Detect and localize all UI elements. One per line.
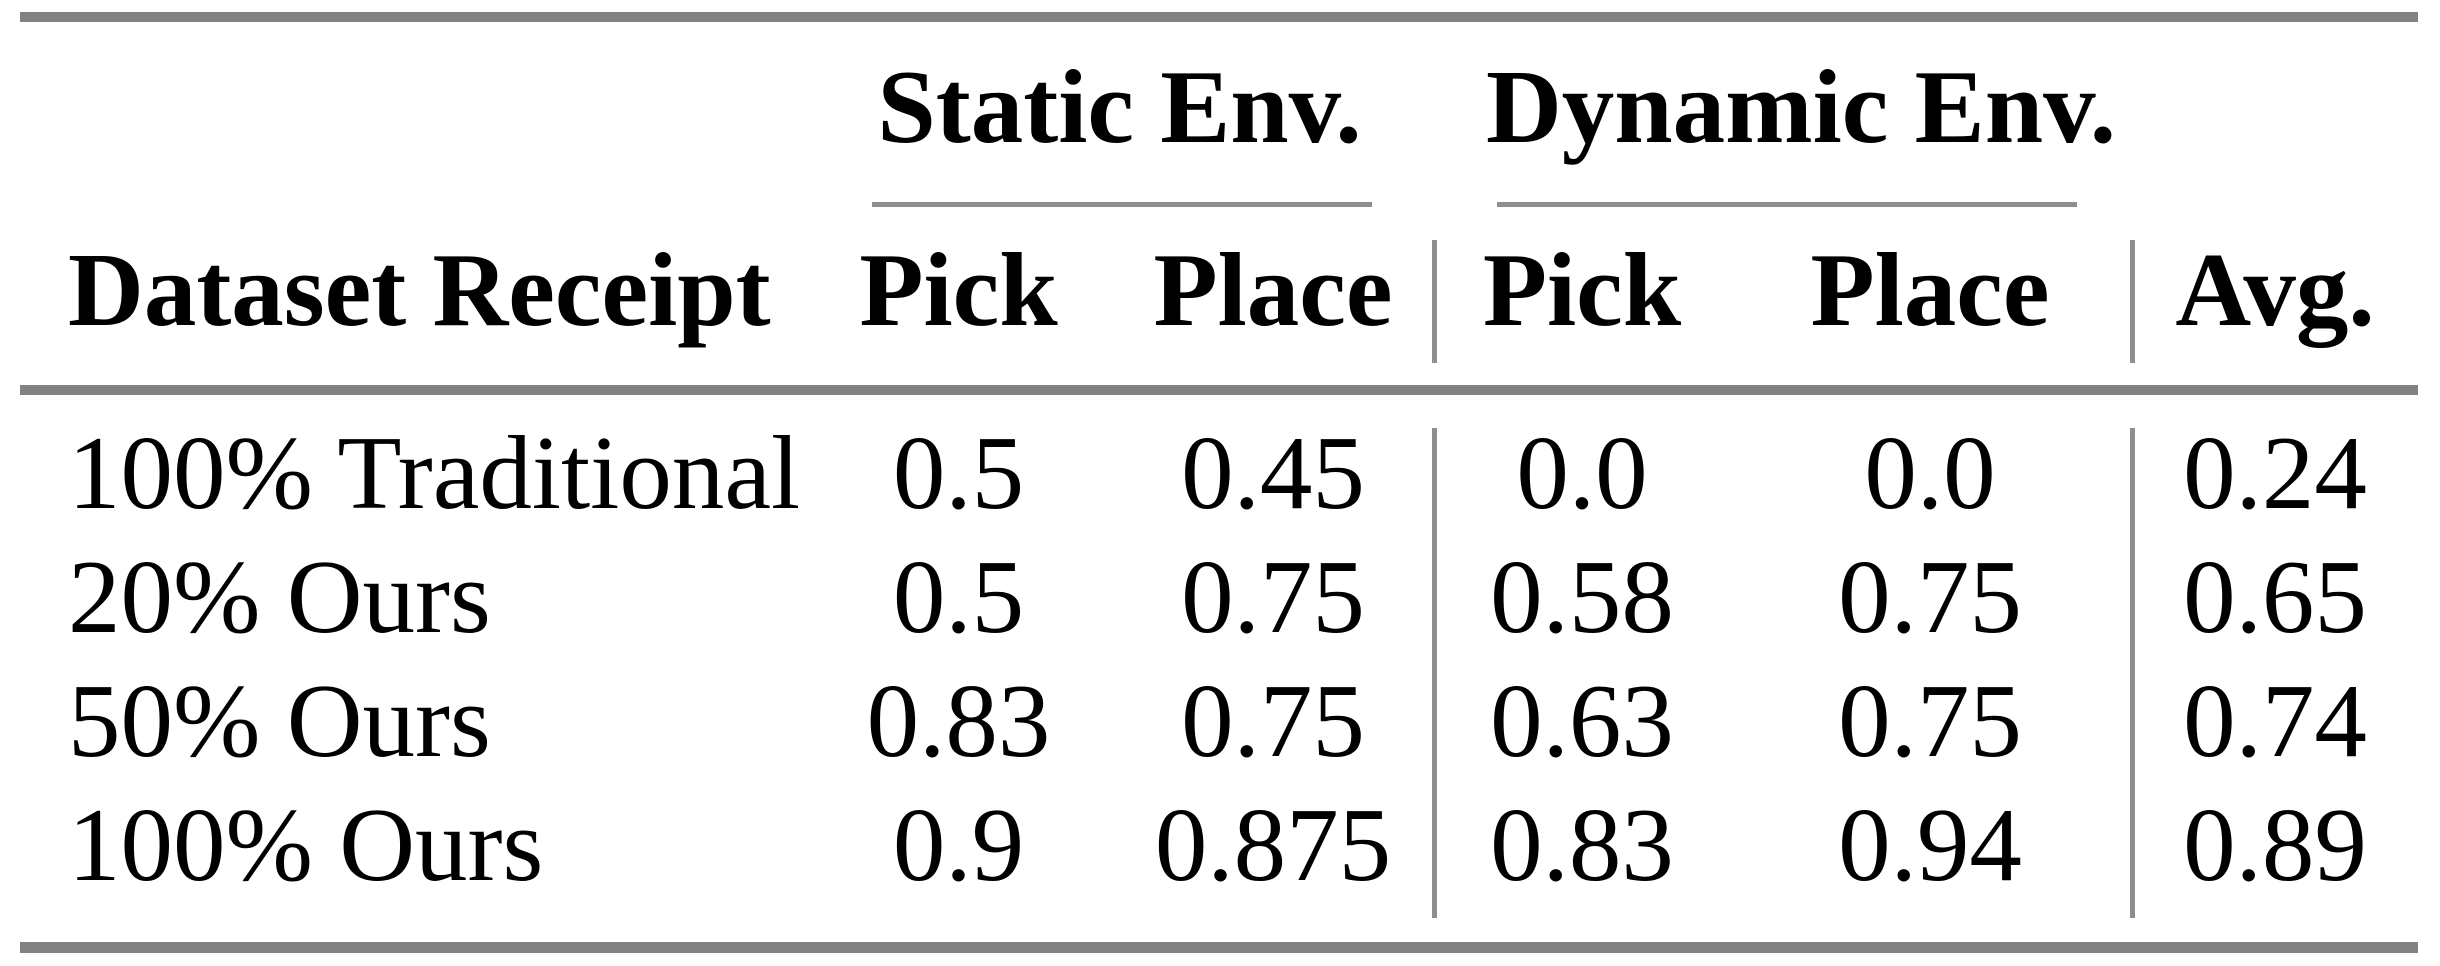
static-place-value: 0.75: [1181, 661, 1365, 779]
column-header-dataset-receipt: Dataset Receipt: [68, 230, 771, 348]
dynamic-pick-value: 0.0: [1516, 413, 1648, 531]
table-bottom-rule: [20, 942, 2418, 953]
dynamic-env-label: Dynamic Env.: [1485, 47, 2117, 165]
dynamic-env-group-header: Dynamic Env.: [1434, 54, 2130, 159]
column-header-dynamic-place: Place: [1810, 230, 2050, 348]
table-row-50-ours: 50% Ours 0.83 0.75 0.63 0.75 0.74: [20, 658, 2420, 782]
static-env-underline: [872, 202, 1372, 207]
header-divider-rule: [20, 385, 2418, 395]
table-row-100-traditional: 100% Traditional 0.5 0.45 0.0 0.0 0.24: [20, 410, 2420, 534]
static-place-value: 0.75: [1181, 537, 1365, 655]
table-row-100-ours: 100% Ours 0.9 0.875 0.83 0.94 0.89: [20, 782, 2420, 906]
static-place-value: 0.45: [1181, 413, 1365, 531]
static-dynamic-separator-lower: [1432, 428, 1437, 918]
avg-value: 0.74: [2183, 661, 2367, 779]
static-env-group-header: Static Env.: [805, 54, 1434, 159]
row-label: 100% Traditional: [68, 413, 801, 531]
table-top-rule: [20, 12, 2418, 22]
row-label: 50% Ours: [68, 661, 491, 779]
row-label: 100% Ours: [68, 785, 544, 903]
static-env-label: Static Env.: [877, 47, 1362, 165]
column-header-static-place: Place: [1153, 230, 1393, 348]
dynamic-place-value: 0.75: [1838, 661, 2022, 779]
static-place-value: 0.875: [1154, 785, 1392, 903]
dynamic-place-value: 0.0: [1864, 413, 1996, 531]
column-header-static-pick: Pick: [859, 230, 1058, 348]
static-pick-value: 0.9: [892, 785, 1025, 903]
dynamic-pick-value: 0.63: [1490, 661, 1674, 779]
row-label: 20% Ours: [68, 537, 491, 655]
avg-value: 0.65: [2183, 537, 2367, 655]
static-pick-value: 0.5: [892, 413, 1025, 531]
static-pick-value: 0.83: [866, 661, 1051, 779]
avg-value: 0.24: [2183, 413, 2367, 531]
static-dynamic-separator-upper: [1432, 240, 1437, 363]
dynamic-avg-separator-upper: [2130, 240, 2135, 363]
static-pick-value: 0.5: [892, 537, 1025, 655]
dynamic-place-value: 0.94: [1838, 785, 2022, 903]
group-header-row: Static Env. Dynamic Env.: [20, 23, 2420, 189]
dynamic-place-value: 0.75: [1838, 537, 2022, 655]
dynamic-pick-value: 0.83: [1490, 785, 1674, 903]
dynamic-env-underline: [1497, 202, 2077, 207]
column-header-avg: Avg.: [2175, 230, 2375, 348]
dynamic-pick-value: 0.58: [1490, 537, 1674, 655]
table-row-20-ours: 20% Ours 0.5 0.75 0.58 0.75 0.65: [20, 534, 2420, 658]
dynamic-avg-separator-lower: [2130, 428, 2135, 918]
column-header-dynamic-pick: Pick: [1482, 230, 1682, 348]
column-header-row: Dataset Receipt Pick Place Pick Place Av…: [20, 222, 2420, 356]
avg-value: 0.89: [2183, 785, 2367, 903]
